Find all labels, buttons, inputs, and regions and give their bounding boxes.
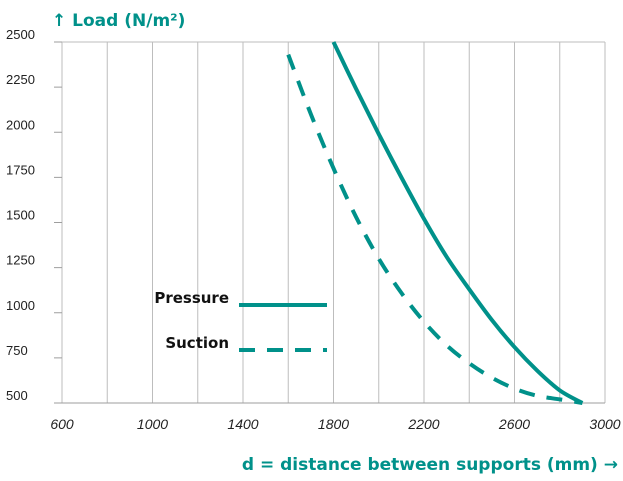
y-tick-label: 2250: [6, 72, 35, 87]
x-axis-label: d = distance between supports (mm) →: [242, 455, 618, 475]
x-tick-label: 2200: [407, 416, 439, 432]
y-tick-label: 1750: [6, 162, 35, 177]
y-tick-label: 1500: [6, 208, 35, 223]
y-tick-labels: 500 750 1000 1250 1500 1750 2000 2250 2500: [6, 27, 35, 403]
legend: Pressure Suction: [154, 289, 327, 352]
x-tick-label: 1000: [137, 416, 168, 432]
x-tick-label: 1800: [318, 416, 349, 432]
x-tick-label: 1400: [227, 416, 258, 432]
y-tick-label: 1000: [6, 298, 35, 313]
x-tick-label: 600: [50, 416, 74, 432]
legend-label-suction: Suction: [165, 334, 229, 352]
y-axis-label: ↑ Load (N/m²): [52, 11, 185, 31]
grid: [54, 41, 606, 404]
y-tick-label: 2000: [6, 117, 35, 132]
x-tick-label: 3000: [589, 416, 620, 432]
y-tick-label: 750: [6, 343, 28, 358]
x-tick-label: 2600: [498, 416, 530, 432]
legend-label-pressure: Pressure: [154, 289, 229, 307]
series-line-suction: [286, 53, 583, 405]
y-tick-label: 1250: [6, 253, 35, 268]
x-tick-labels: 600 1000 1400 1800 2200 2600 3000: [50, 416, 620, 432]
series-lines: [286, 41, 584, 405]
y-tick-label: 2500: [6, 27, 35, 42]
y-tick-label: 500: [6, 388, 28, 403]
series-line-pressure: [331, 41, 584, 405]
